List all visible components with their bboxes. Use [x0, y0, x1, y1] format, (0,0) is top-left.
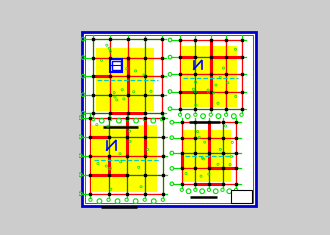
Bar [231, 190, 252, 203]
Bar [96, 86, 127, 111]
Bar [182, 122, 236, 184]
Bar [96, 48, 154, 111]
Bar [110, 59, 122, 72]
Bar [90, 118, 163, 194]
Bar [112, 61, 121, 70]
Bar [92, 125, 157, 192]
Bar [183, 130, 231, 182]
Bar [180, 40, 242, 109]
Bar [182, 47, 237, 107]
Bar [93, 39, 162, 113]
